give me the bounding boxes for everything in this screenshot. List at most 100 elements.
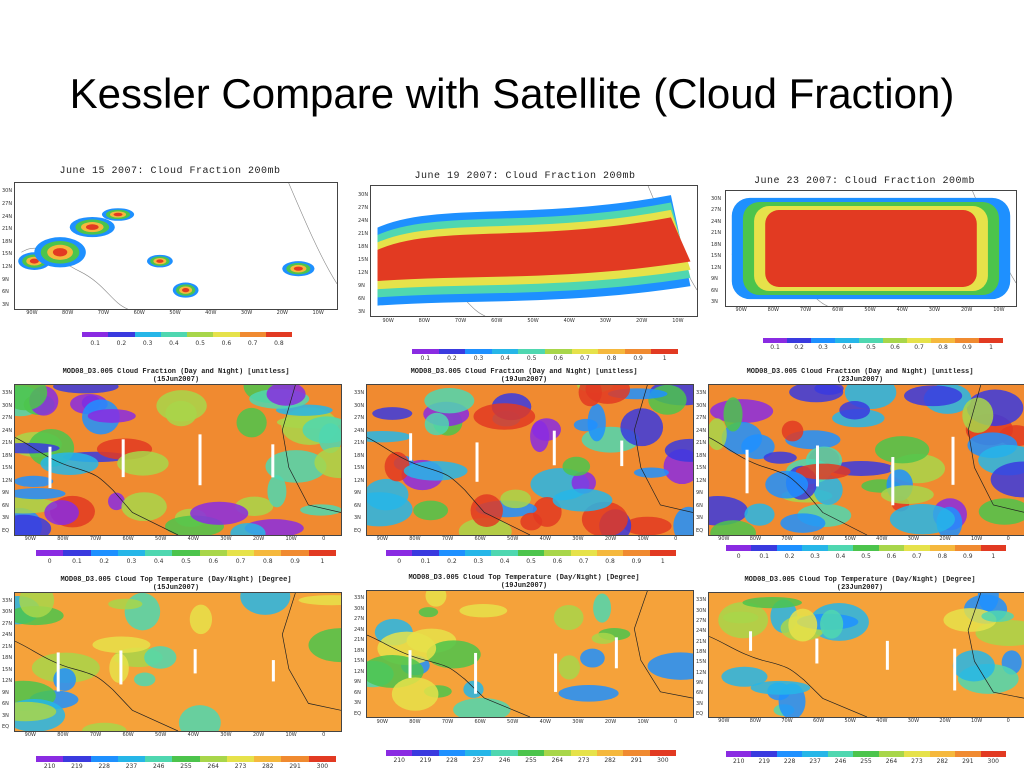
lon-tick-label: 0 (1006, 718, 1010, 724)
colorbar-swatch (883, 338, 907, 343)
colorbar-tick-label: 0.1 (420, 355, 431, 362)
lon-tick-label: 40W (539, 536, 551, 542)
colorbar-swatch (491, 750, 518, 756)
cloud-patch (813, 474, 843, 505)
lon-tick-label: 80W (749, 718, 762, 724)
cloud-patch (520, 512, 543, 531)
lon-tick-label: 90W (376, 719, 388, 725)
lon-tick-label: 0 (1006, 536, 1010, 542)
lon-tick-label: 60W (832, 307, 844, 313)
lon-tick-label: 80W (409, 719, 421, 725)
lon-labels: 90W 80W 70W 60W 50W 40W 30W 20W 10W 0 (366, 536, 692, 544)
cloud-patch (144, 646, 177, 669)
cloud-patch (230, 523, 266, 535)
cloud-patch (108, 598, 143, 610)
colorbar-tick-label: 0.9 (290, 558, 300, 565)
cloud-patch (820, 609, 844, 639)
colorbar-swatch (955, 751, 981, 757)
cloud-patch (265, 450, 327, 483)
colorbar-swatch (254, 756, 282, 762)
colorbar-tick-label: 237 (125, 763, 138, 770)
colorbar-tick-label: 0 (47, 558, 52, 565)
cloud-patch (795, 463, 851, 480)
lon-tick-label: 70W (89, 732, 102, 738)
colorbar-swatch (853, 545, 879, 551)
map-frame (14, 384, 342, 536)
colorbar-tick-label: 264 (207, 763, 219, 770)
colorbar (36, 550, 336, 556)
lon-tick-label: 50W (155, 732, 167, 738)
colorbar-swatch (36, 550, 64, 556)
cloud-patch (990, 461, 1024, 498)
lon-tick-label: 40W (539, 719, 551, 725)
lon-tick-label: 10W (637, 719, 649, 725)
colorbar-swatch (412, 550, 439, 556)
colorbar-tick-label: 255 (180, 763, 192, 770)
cloud-patch (710, 520, 756, 535)
colorbar-swatch (929, 545, 956, 551)
colorbar-swatch (751, 545, 777, 551)
cloud-patch (15, 514, 52, 535)
lon-tick-label: 90W (718, 718, 730, 724)
lat-tick-label: 27N (2, 200, 13, 207)
panel-title: June 15 2007: Cloud Fraction 200mb (59, 166, 281, 177)
lat-tick-label: 9N (354, 490, 361, 497)
no-data-gap (119, 650, 123, 685)
colorbar-tick-label: 1 (660, 558, 665, 565)
satellite-map (15, 385, 341, 535)
lat-tick-label: 9N (2, 490, 9, 497)
map-frame (14, 592, 342, 732)
colorbar-swatch (172, 550, 200, 556)
cloud-patch (15, 475, 54, 487)
cloud-patch (424, 412, 450, 436)
modis-ctt-panel-jun15: MOD08_D3.005 Cloud Top Temperature (Day/… (0, 574, 352, 770)
lon-tick-label: 80W (57, 732, 69, 738)
lat-tick-label: 30N (354, 605, 365, 612)
lat-tick-label: 6N (354, 502, 361, 509)
colorbar-labels: 0 0.1 0.2 0.3 0.4 0.5 0.6 0.7 0.8 0.9 1 (386, 558, 676, 566)
panel-title: MOD08_D3.005 Cloud Fraction (Day and Nig… (746, 368, 974, 376)
panel-subtitle: (19Jun2007) (500, 376, 548, 384)
lon-tick-label: 20W (252, 536, 265, 542)
cloud-patch (962, 397, 994, 433)
map-frame (370, 185, 698, 317)
colorbar-tick-label: 300 (316, 763, 329, 770)
colorbar-tick-label: 0.3 (142, 340, 153, 347)
lat-tick-label: 15N (354, 658, 365, 665)
colorbar-swatch (904, 751, 930, 757)
cloud-patch (300, 504, 341, 516)
cloud-cell (29, 258, 39, 264)
colorbar-swatch (308, 756, 336, 762)
colorbar-swatch (980, 545, 1006, 551)
colorbar (36, 756, 336, 762)
cloud-patch (117, 451, 169, 476)
colorbar (726, 751, 1006, 757)
lat-tick-label: 6N (2, 289, 9, 296)
colorbar-swatch (763, 338, 787, 343)
lat-tick-label: 30N (711, 195, 722, 202)
coastline (633, 385, 693, 513)
lat-tick-label: 18N (696, 452, 707, 459)
colorbar-tick-label: 0.1 (770, 344, 780, 351)
colorbar-tick-label: 0 (397, 558, 402, 565)
cloud-patch (15, 442, 60, 454)
lat-tick-label: 3N (696, 515, 703, 522)
colorbar-labels: 0.1 0.2 0.3 0.4 0.5 0.6 0.7 0.8 0.9 1 (412, 355, 678, 363)
cloud-patch (763, 451, 797, 464)
colorbar-tick-label: 0.3 (126, 558, 137, 565)
cloud-patch (744, 503, 775, 526)
model-panel-jun19: June 19 2007: Cloud Fraction 200mb 30N 27… (350, 165, 700, 365)
colorbar-tick-label: 219 (419, 757, 432, 764)
colorbar-tick-label: 0.9 (633, 355, 643, 362)
lat-tick-label: 30N (2, 188, 13, 195)
lon-tick-label: 10W (312, 310, 324, 316)
colorbar-swatch (226, 550, 255, 556)
cloud-patch (620, 408, 664, 447)
lon-tick-label: 20W (276, 310, 288, 316)
colorbar-labels: 0.1 0.2 0.3 0.4 0.5 0.6 0.7 0.8 (82, 340, 292, 348)
colorbar-swatch (596, 750, 624, 756)
colorbar-tick-label: 0.6 (208, 558, 219, 565)
lon-tick-label: 0 (674, 536, 678, 542)
lon-tick-label: 40W (896, 307, 908, 313)
cloud-patch (470, 494, 503, 528)
